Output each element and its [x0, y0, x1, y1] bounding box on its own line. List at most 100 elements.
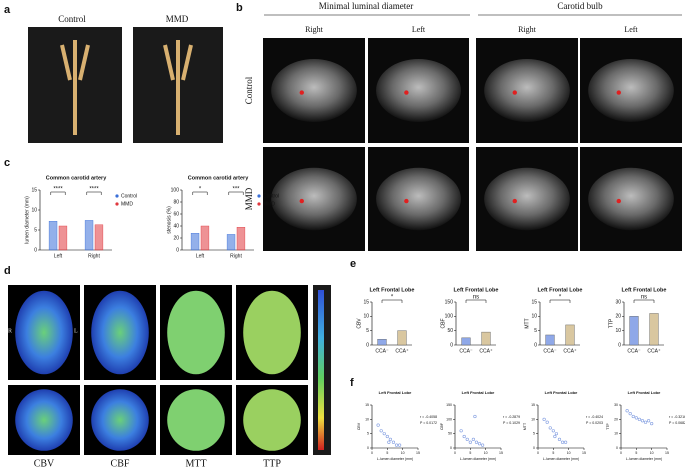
bar [84, 220, 94, 251]
x-tick-label: CCA⁺ [395, 348, 409, 354]
chart-title: Common carotid artery [188, 175, 249, 181]
y-tick-label: 0 [450, 342, 453, 348]
bar [397, 330, 407, 346]
artery-marker [299, 198, 304, 204]
point [563, 440, 568, 444]
x-axis-label: L-lumen diameter (mm) [460, 457, 496, 461]
y-tick-label: 100 [445, 314, 454, 320]
significance-bracket [381, 299, 403, 303]
x-axis-label: L-lumen diameter (mm) [626, 457, 662, 461]
y-tick-label: 5 [366, 328, 369, 334]
stat-label: P = 0.1029 [503, 421, 520, 425]
x-tick-label: 0 [371, 451, 373, 455]
chart-title: Left Frontal Lobe [622, 287, 667, 293]
point [625, 409, 629, 413]
y-tick-label: 10 [531, 417, 535, 421]
x-tick-label: CCA⁺ [479, 348, 493, 354]
significance: ns [641, 295, 647, 301]
y-axis-label: TTP [608, 318, 614, 328]
brain-slice [91, 290, 149, 375]
y-tick-label: 15 [31, 187, 37, 193]
ct-anatomy [376, 167, 461, 231]
map-label: MTT [185, 458, 206, 469]
ct-grid: Right Left Right Left Control MMD [244, 25, 682, 251]
bar [94, 224, 104, 251]
ct-anatomy [271, 59, 357, 122]
y-tick-label: 10 [531, 314, 537, 320]
point [462, 434, 466, 439]
x-tick-label: Left [196, 253, 205, 259]
chart-title: Left Frontal Lobe [370, 287, 415, 293]
map-label: CBV [34, 458, 55, 469]
y-tick-label: 10 [365, 417, 369, 421]
group-label: MMD [166, 14, 189, 24]
legend-swatch [115, 194, 119, 198]
group-header: Minimal luminal diameter [319, 1, 413, 11]
group-header: Carotid bulb [557, 1, 603, 11]
bar [200, 225, 210, 251]
chart-title: Left Frontal Lobe [628, 390, 661, 395]
bar [461, 337, 471, 346]
chart-title: Left Frontal Lobe [462, 390, 495, 395]
point [468, 440, 472, 444]
y-tick-label: 20 [615, 314, 621, 320]
point [394, 443, 399, 447]
point [646, 419, 651, 423]
x-tick-label: Right [88, 253, 100, 259]
point [459, 429, 463, 433]
stat-label: r = -0.3216 [669, 415, 685, 419]
stat-label: P = 0.0682 [669, 421, 685, 425]
x-tick-label: 5 [386, 451, 388, 455]
legend-label: Control [263, 193, 279, 199]
y-axis-label: lumen diameter (mm) [24, 196, 30, 244]
x-tick-label: CCA⁻ [543, 348, 557, 354]
point [379, 429, 383, 433]
y-tick-label: 0 [618, 342, 621, 348]
artery-marker [512, 198, 517, 204]
brain-slice [243, 389, 301, 451]
x-tick-label: 10 [484, 451, 488, 455]
significance: *** [232, 187, 240, 193]
point [545, 420, 549, 424]
significance-bracket [228, 191, 244, 195]
x-tick-label: CCA⁺ [563, 348, 577, 354]
significance-bracket [86, 191, 102, 195]
side-label: Right [518, 25, 537, 34]
point [650, 422, 654, 426]
significance: **** [53, 187, 63, 193]
x-tick-label: 10 [401, 451, 405, 455]
point [640, 419, 645, 423]
ct-anatomy [588, 167, 674, 231]
y-tick-label: 15 [531, 403, 535, 407]
vessel-illustration [163, 40, 193, 135]
x-tick-label: CCA⁻ [627, 348, 641, 354]
y-tick-label: 5 [34, 227, 37, 233]
chart-title: Common carotid artery [46, 175, 107, 181]
ct-anatomy [484, 59, 570, 122]
y-tick-label: 40 [173, 223, 179, 229]
stat-label: P = 0.0172 [420, 421, 437, 425]
significance: * [199, 187, 202, 193]
y-tick-label: 20 [173, 235, 179, 241]
legend-label: Control [121, 193, 137, 199]
y-tick-label: 150 [445, 299, 454, 305]
significance: * [559, 295, 562, 301]
legend-label: MMD [263, 201, 275, 207]
x-tick-label: 0 [537, 451, 539, 455]
y-tick-label: 15 [531, 299, 537, 305]
y-tick-label: 10 [363, 314, 369, 320]
stat-label: r = -0.2879 [503, 415, 520, 419]
artery-marker [299, 90, 304, 95]
x-tick-label: 5 [469, 451, 471, 455]
x-tick-label: 0 [454, 451, 456, 455]
y-tick-label: 0 [534, 342, 537, 348]
significance: * [391, 295, 394, 301]
brain-slice [243, 290, 301, 375]
legend-swatch [115, 202, 119, 206]
x-tick-label: CCA⁻ [375, 348, 389, 354]
perfusion-grid: CBVCBFMTTTTP3228252218 [8, 285, 329, 469]
y-axis-label: CBV [357, 422, 361, 430]
x-tick-label: Left [54, 253, 63, 259]
bar [48, 220, 58, 251]
side-label: Right [305, 25, 324, 34]
